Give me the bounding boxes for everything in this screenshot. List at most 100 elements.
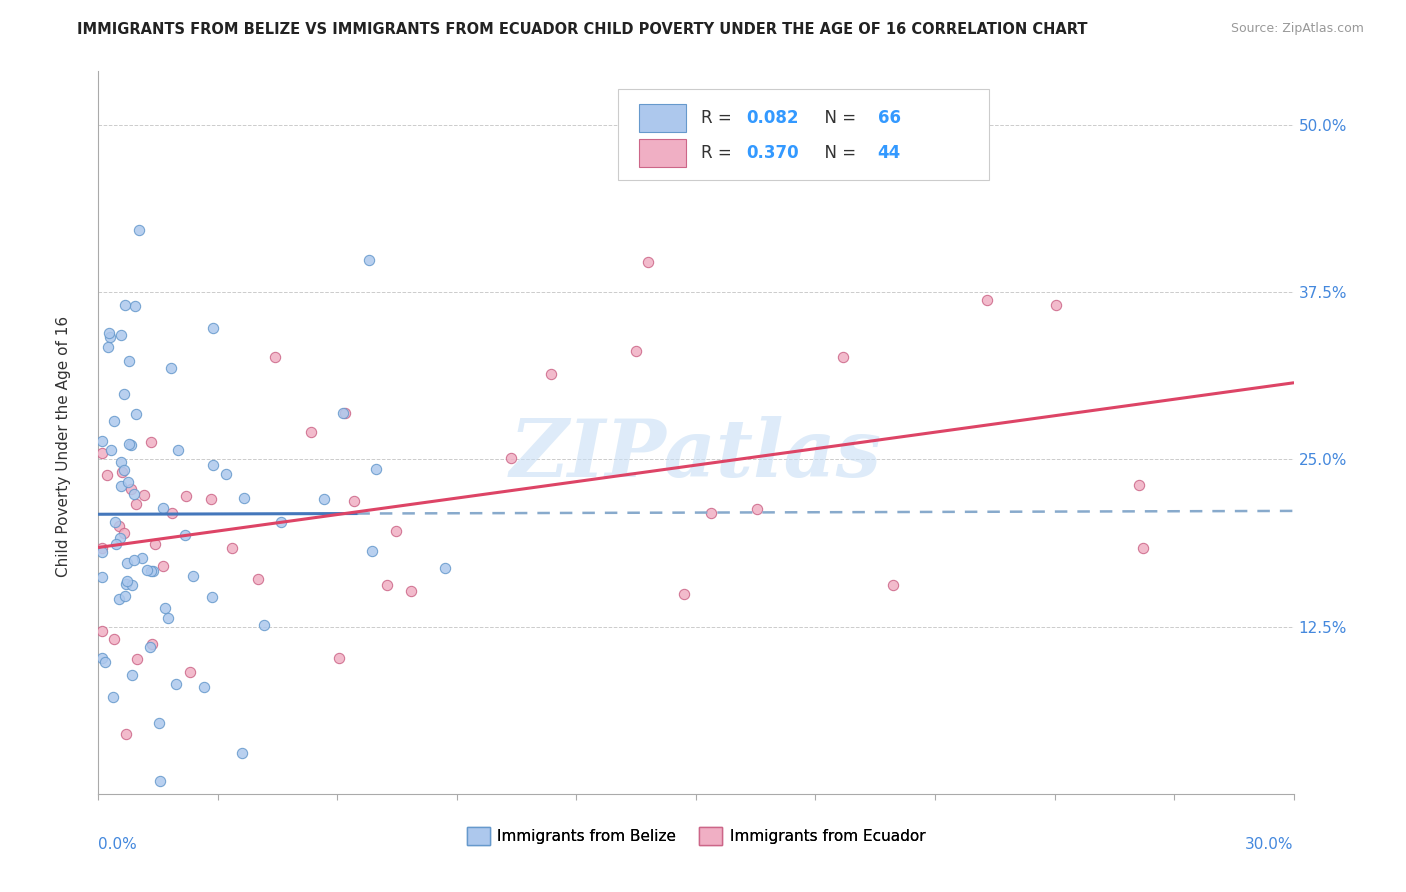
Point (165, 677, 187, 691)
Point (174, 528, 197, 542)
Point (231, 747, 253, 761)
Point (152, 558, 174, 573)
Point (167, 443, 190, 458)
Point (361, 544, 384, 558)
Point (152, 500, 174, 515)
Point (141, 637, 163, 651)
Point (115, 556, 138, 570)
Point (115, 727, 138, 741)
Point (104, 516, 127, 530)
Point (131, 551, 153, 566)
Point (201, 590, 224, 604)
Point (117, 574, 139, 588)
Point (193, 680, 215, 694)
Point (128, 223, 150, 237)
Point (108, 519, 131, 533)
Point (153, 600, 176, 615)
Point (263, 350, 285, 364)
Text: Child Poverty Under the Age of 16: Child Poverty Under the Age of 16 (56, 316, 70, 576)
Text: 0.082: 0.082 (747, 109, 799, 127)
Point (540, 367, 562, 381)
Point (976, 293, 998, 307)
Point (114, 590, 136, 604)
Legend: Immigrants from Belize, Immigrants from Ecuador: Immigrants from Belize, Immigrants from … (461, 821, 931, 851)
FancyBboxPatch shape (638, 139, 686, 167)
Point (399, 583, 422, 598)
Point (105, 537, 128, 551)
Point (232, 491, 254, 505)
Point (624, 344, 647, 359)
Point (118, 437, 141, 451)
Point (103, 632, 125, 647)
Text: 0.0%: 0.0% (98, 838, 138, 852)
Point (112, 526, 135, 541)
Point (124, 299, 146, 313)
Point (270, 516, 292, 530)
Text: Source: ZipAtlas.com: Source: ZipAtlas.com (1230, 22, 1364, 36)
Point (110, 328, 132, 343)
Point (138, 640, 160, 654)
Point (499, 450, 522, 465)
Point (100, 442, 122, 457)
Point (91, 570, 114, 584)
Point (96, 468, 118, 483)
Text: R =: R = (700, 144, 737, 161)
Point (125, 497, 148, 511)
Point (700, 506, 723, 520)
Point (247, 572, 270, 586)
Point (141, 564, 163, 578)
Point (91, 445, 114, 459)
FancyBboxPatch shape (619, 89, 988, 180)
Point (103, 690, 125, 704)
Point (98, 329, 121, 343)
Point (94, 655, 117, 669)
Text: N =: N = (814, 109, 862, 127)
Point (121, 578, 143, 592)
Point (314, 491, 336, 506)
Point (120, 438, 142, 452)
Point (103, 414, 125, 428)
Point (143, 537, 166, 551)
Point (1128, 478, 1150, 492)
Point (110, 455, 132, 469)
Point (176, 489, 198, 503)
Point (142, 564, 165, 578)
Point (139, 434, 162, 449)
Point (882, 578, 904, 592)
Point (215, 467, 238, 481)
Text: 30.0%: 30.0% (1246, 838, 1294, 852)
Point (122, 553, 145, 567)
Point (160, 506, 183, 520)
Point (98, 326, 121, 341)
Point (135, 563, 157, 577)
Point (333, 406, 356, 420)
Point (108, 592, 131, 607)
Point (112, 463, 135, 477)
Point (673, 587, 696, 601)
Point (299, 425, 322, 439)
Point (328, 651, 350, 665)
Point (157, 611, 180, 625)
Text: R =: R = (700, 109, 737, 127)
Point (253, 618, 276, 632)
Point (1045, 298, 1067, 312)
Point (112, 387, 135, 401)
Point (181, 569, 204, 583)
Point (91, 434, 114, 448)
Point (125, 407, 148, 421)
Point (202, 458, 225, 472)
Point (832, 350, 855, 364)
Text: 0.370: 0.370 (747, 144, 799, 161)
Point (200, 492, 222, 507)
Point (149, 773, 172, 788)
Point (433, 561, 456, 575)
Point (221, 541, 243, 555)
Point (91, 651, 114, 665)
Point (637, 255, 659, 269)
Point (332, 406, 354, 420)
FancyBboxPatch shape (638, 104, 686, 132)
Point (111, 465, 134, 479)
Point (179, 665, 201, 679)
Point (115, 577, 138, 591)
Point (747, 502, 769, 516)
